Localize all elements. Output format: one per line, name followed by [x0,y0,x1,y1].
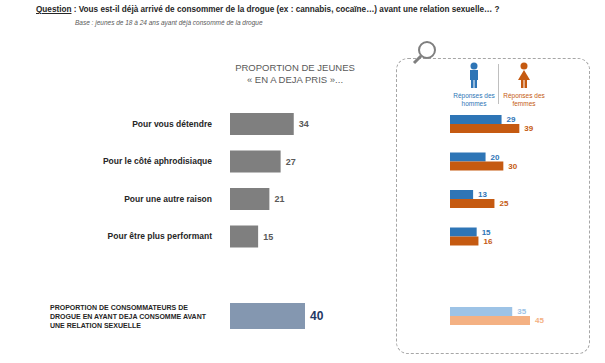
html-text:Base : jeunes de 18 à 24 ans a: Base : jeunes de 18 à 24 ans ayant déjà … [75,19,263,26]
svg-text:30: 30 [508,162,517,171]
html-text:Réponses des femmes: Réponses des femmes [503,92,545,107]
svg-text:34: 34 [299,119,309,129]
svg-text:15: 15 [482,228,491,237]
svg-text:29: 29 [507,115,516,124]
svg-text:20: 20 [491,153,500,162]
svg-text:16: 16 [483,237,492,246]
svg-text:PROPORTION DE CONSOMMATEURS DE: PROPORTION DE CONSOMMATEURS DEDROGUE EN … [50,304,207,329]
svg-text:Pour une autre raison: Pour une autre raison [124,194,212,204]
svg-text:Pour le côté aphrodisiaque: Pour le côté aphrodisiaque [103,156,212,166]
svg-text:Pour vous détendre: Pour vous détendre [132,119,212,129]
svg-text:21: 21 [274,194,284,204]
svg-text:13: 13 [478,190,487,199]
svg-text:40: 40 [310,309,324,323]
svg-text:Pour être plus performant: Pour être plus performant [108,231,213,241]
html-text:PROPORTION DE JEUNES: PROPORTION DE JEUNES [235,62,355,73]
svg-text:25: 25 [499,199,508,208]
html-text:Réponses des hommes: Réponses des hommes [453,92,495,107]
html-text:« EN A DEJA PRIS »...: « EN A DEJA PRIS »... [246,74,343,85]
svg-text:45: 45 [535,316,544,325]
html-text:Question: Vous est-il déjà arr: Question: Vous est-il déjà arrivé de con… [36,5,500,14]
svg-text:15: 15 [263,232,273,242]
svg-text:27: 27 [286,157,296,167]
svg-text:35: 35 [517,307,526,316]
svg-text:39: 39 [524,124,533,133]
